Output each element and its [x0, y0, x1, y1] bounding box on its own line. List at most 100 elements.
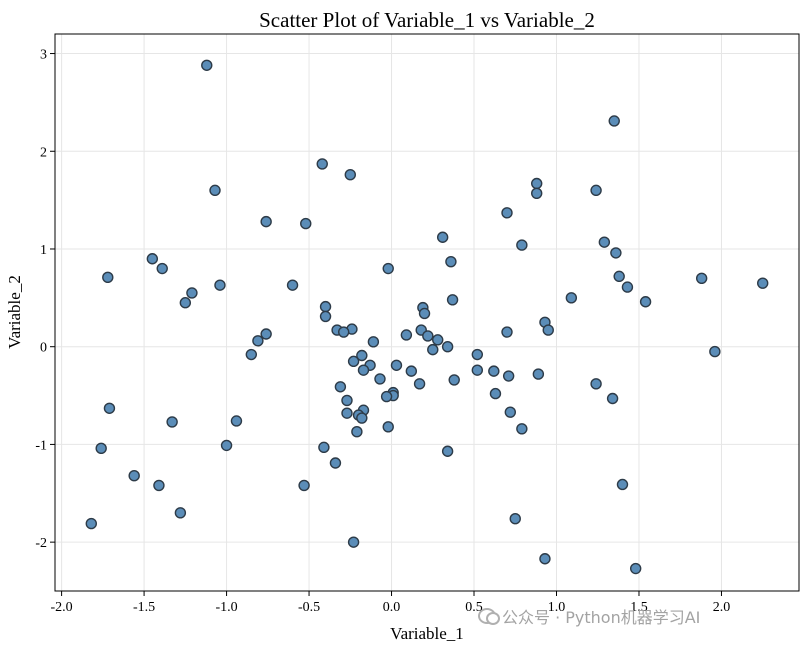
data-point [610, 247, 622, 259]
data-point [509, 512, 521, 525]
x-tick-label: 1.0 [548, 600, 566, 615]
data-point [400, 329, 413, 341]
data-point [531, 187, 543, 199]
data-point [103, 402, 116, 414]
data-point [432, 334, 444, 346]
y-axis-label: Variable_2 [5, 275, 24, 349]
data-point [405, 365, 418, 377]
data-point [214, 279, 226, 291]
data-point [427, 343, 439, 356]
data-point [156, 262, 168, 275]
data-point [341, 394, 353, 407]
data-point [471, 348, 484, 361]
y-tick-label: 0 [40, 341, 47, 356]
data-point [590, 184, 602, 197]
x-tick-label: 0.0 [383, 600, 401, 615]
x-tick-label: 2.0 [713, 600, 731, 615]
data-point [166, 416, 178, 428]
data-point [390, 359, 403, 371]
data-point [146, 253, 159, 265]
data-point [542, 324, 554, 336]
data-point [102, 271, 114, 284]
data-point [382, 421, 394, 433]
data-point [501, 207, 513, 219]
data-point [201, 59, 213, 71]
data-point [441, 341, 454, 353]
data-point [344, 169, 356, 181]
wechat-icon [478, 608, 500, 625]
data-point [329, 457, 342, 469]
data-point [608, 115, 620, 127]
data-point [565, 292, 578, 304]
data-point [757, 277, 769, 289]
data-point [128, 469, 140, 482]
data-point [174, 507, 187, 519]
x-tick-label: -2.0 [51, 600, 73, 615]
data-point [441, 445, 454, 457]
data-point [445, 255, 457, 268]
data-point [95, 442, 107, 455]
y-tick-label: -2 [35, 536, 47, 551]
data-point [382, 262, 394, 275]
data-point [695, 272, 708, 284]
y-tick-label: 3 [40, 48, 47, 63]
data-point [367, 336, 380, 348]
data-point [186, 287, 198, 299]
data-point [516, 423, 528, 435]
chart-title: Scatter Plot of Variable_1 vs Variable_2 [259, 8, 595, 32]
data-point [347, 536, 360, 548]
data-point [598, 236, 611, 248]
data-point [356, 412, 368, 424]
data-point [613, 270, 625, 283]
data-point [446, 294, 459, 306]
data-point [590, 378, 602, 390]
data-point [347, 355, 360, 368]
data-point [318, 441, 330, 454]
data-point [334, 381, 347, 393]
data-point [504, 406, 517, 418]
data-point [300, 217, 312, 230]
data-point [448, 374, 460, 386]
watermark: 公众号 · Python机器学习AI [478, 604, 700, 628]
data-point [85, 517, 97, 530]
data-point [286, 279, 299, 291]
data-point [531, 177, 543, 190]
y-tick-label: 1 [40, 243, 47, 258]
data-point [316, 158, 328, 170]
data-point [709, 345, 721, 358]
y-tick-label: 2 [40, 145, 47, 160]
data-point [436, 231, 449, 243]
data-point [422, 330, 434, 342]
data-point [260, 215, 272, 228]
data-point [319, 310, 332, 323]
data-point [351, 426, 363, 438]
data-point [356, 349, 368, 362]
grid-lines [55, 34, 799, 591]
x-tick-label: -1.5 [133, 600, 155, 615]
data-point [245, 348, 258, 361]
data-point [489, 387, 502, 400]
data-point [606, 392, 619, 405]
data-point [621, 281, 634, 293]
data-point [209, 184, 221, 197]
data-point [380, 390, 393, 403]
data-point [220, 439, 233, 452]
data-point [153, 479, 165, 492]
x-axis-label: Variable_1 [390, 624, 464, 643]
data-point [357, 364, 370, 376]
watermark-text: 公众号 · Python机器学习AI [502, 608, 701, 627]
data-point [629, 562, 642, 575]
data-point [418, 307, 431, 320]
data-point [488, 365, 500, 377]
data-point [179, 297, 192, 309]
data-point [319, 300, 332, 313]
x-tick-label: -0.5 [298, 600, 320, 615]
data-point [539, 553, 551, 565]
data-point [337, 326, 350, 338]
data-point [341, 407, 353, 419]
data-point [298, 479, 310, 492]
data-points [85, 59, 769, 575]
data-point [374, 373, 386, 385]
